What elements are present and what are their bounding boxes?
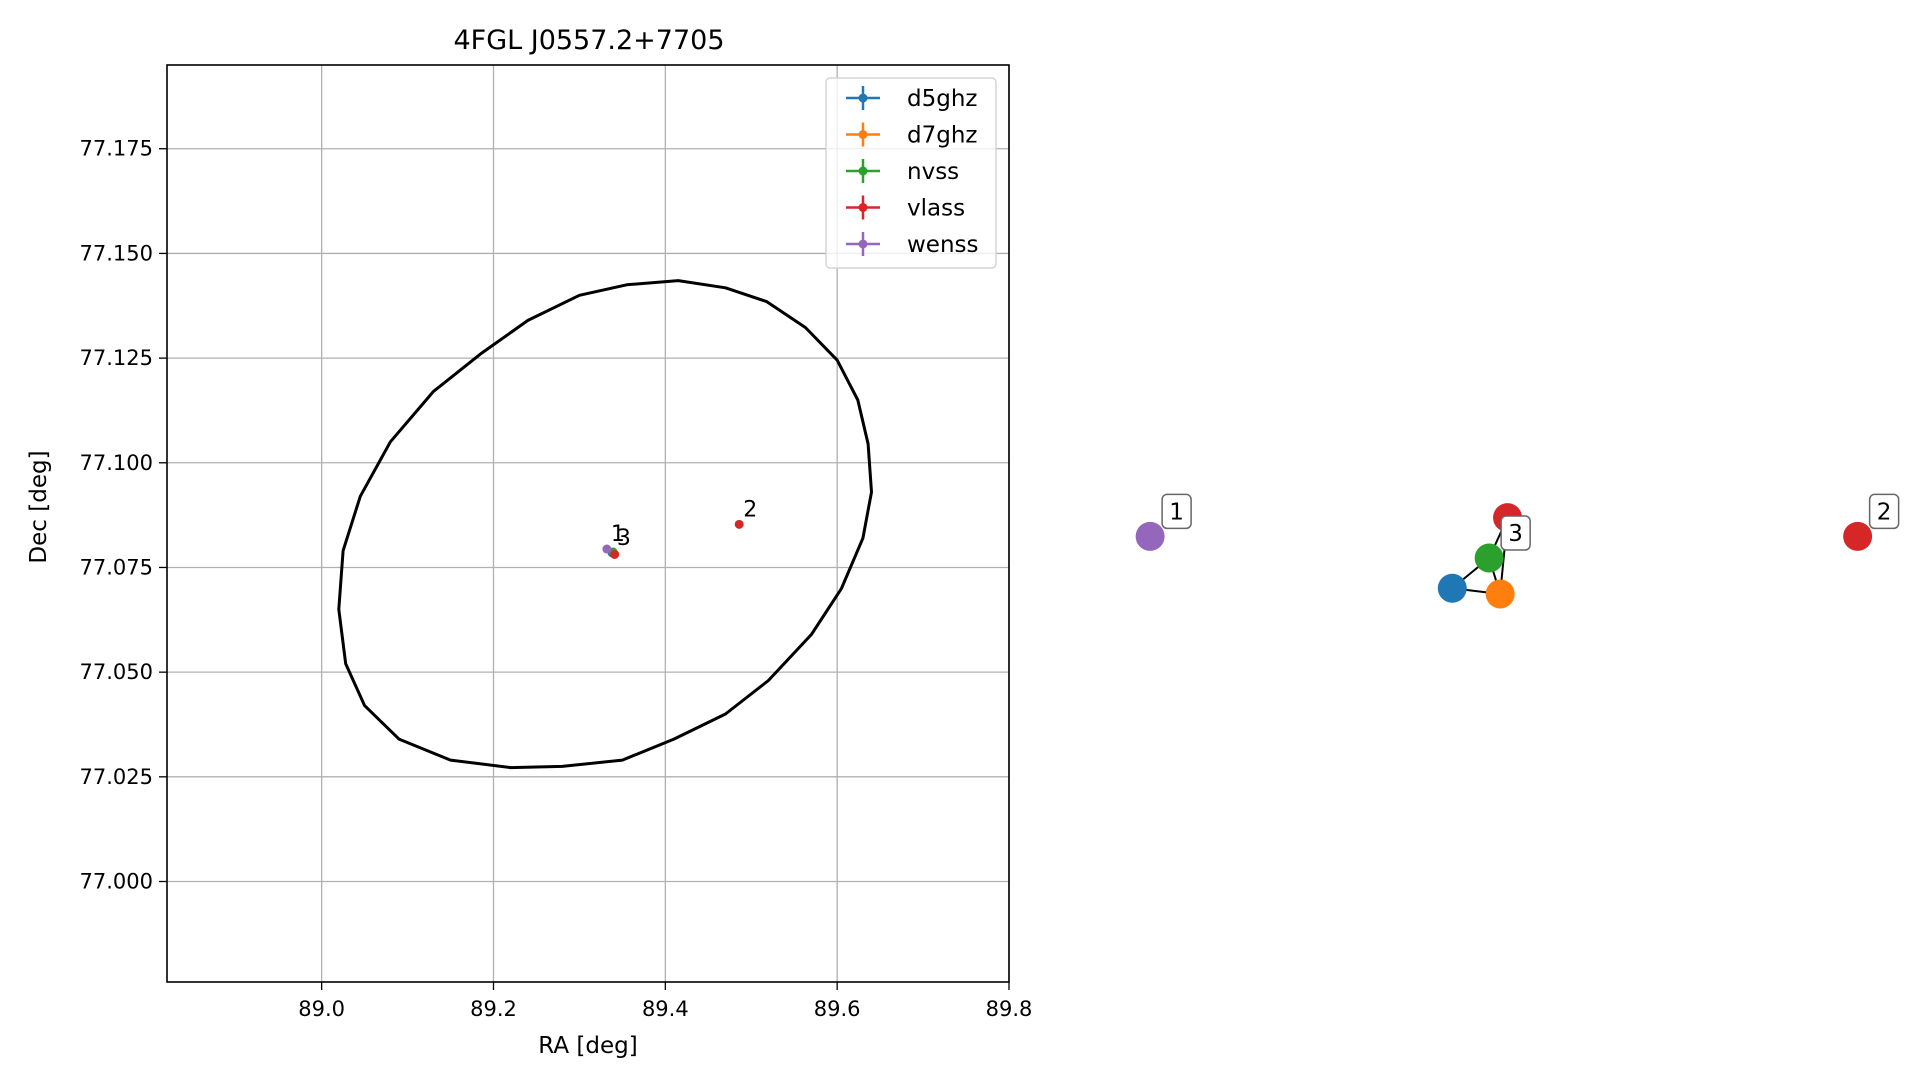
x-tick-label: 89.6	[814, 997, 861, 1021]
legend-marker-dot	[858, 203, 868, 212]
x-ticks: 89.0 89.2 89.4 89.6 89.8	[298, 982, 1032, 1021]
y-tick-label: 77.050	[80, 660, 153, 684]
node-label-box	[1868, 493, 1900, 530]
network-diagram: 1 3 2	[1135, 493, 1900, 609]
node-label: 1	[1169, 499, 1184, 525]
node-nvss: 3	[1474, 515, 1531, 573]
legend-marker-dot	[858, 130, 868, 139]
x-tick-label: 89.2	[470, 997, 517, 1021]
y-tick-label: 77.025	[80, 765, 153, 789]
legend-item-nvss: nvss	[846, 159, 959, 185]
node-d7ghz	[1485, 579, 1515, 609]
legend-marker-dot	[858, 93, 868, 103]
legend-item-d7ghz: d7ghz	[846, 122, 977, 149]
y-ticks: 77.000 77.025 77.050 77.075 77.100 77.125 77.1…	[80, 137, 167, 894]
node-marker	[1135, 521, 1165, 551]
node-label: 3	[1508, 521, 1523, 547]
node-marker	[1437, 573, 1467, 603]
legend-item-vlass: vlass	[846, 195, 965, 222]
ellipse-layer	[337, 279, 873, 770]
y-tick-label: 77.000	[80, 870, 153, 894]
legend: d5ghz d7ghz nvss vlass wenss	[825, 77, 997, 269]
legend-label: d7ghz	[907, 123, 977, 149]
y-tick-label: 77.125	[80, 346, 153, 370]
legend-item-wenss: wenss	[846, 232, 979, 258]
node-marker	[1485, 579, 1515, 609]
node-label-box	[1161, 493, 1192, 530]
point-vlass	[610, 549, 620, 559]
x-tick-label: 89.8	[986, 997, 1033, 1021]
legend-label: nvss	[907, 159, 959, 185]
node-d5ghz	[1437, 573, 1467, 603]
point-wenss	[602, 544, 612, 554]
node-label: 2	[1877, 499, 1892, 525]
legend-marker-dot	[858, 239, 868, 249]
annotation-layer: 13 2	[611, 497, 757, 550]
annotation-label: 1	[611, 522, 625, 547]
legend-marker-dot	[858, 166, 868, 176]
y-tick-label: 77.075	[80, 555, 153, 579]
node-marker	[1474, 543, 1504, 573]
node-wenss: 1	[1135, 493, 1192, 551]
legend-label: wenss	[907, 232, 979, 258]
legend-item-d5ghz: d5ghz	[846, 86, 977, 112]
node-vlass_b: 2	[1843, 493, 1900, 551]
node-label-box	[1500, 515, 1531, 551]
error-ellipse	[337, 279, 873, 770]
point-vlass	[734, 519, 744, 529]
y-axis-label: Dec [deg]	[26, 450, 52, 563]
x-tick-label: 89.0	[298, 997, 345, 1021]
y-tick-label: 77.175	[80, 137, 153, 161]
x-axis-label: RA [deg]	[538, 1033, 637, 1059]
legend-label: vlass	[907, 196, 965, 222]
annotation-label: 2	[743, 497, 757, 522]
legend-items: d5ghz d7ghz nvss vlass wenss	[846, 86, 979, 258]
axes-frame	[166, 64, 1010, 983]
chart-title: 4FGL J0557.2+7705	[453, 25, 724, 56]
node-layer: 1 3 2	[1135, 493, 1900, 609]
legend-frame	[825, 77, 997, 269]
y-tick-label: 77.150	[80, 241, 153, 265]
legend-label: d5ghz	[907, 86, 977, 112]
annotation-label: 3	[617, 526, 631, 551]
node-marker	[1843, 521, 1873, 551]
points-layer	[602, 519, 744, 559]
x-tick-label: 89.4	[642, 997, 689, 1021]
scatter-plot: 4FGL J0557.2+7705 132 89.0 89.2 89.4 89.6 89…	[26, 25, 1032, 1059]
y-tick-label: 77.100	[80, 451, 153, 475]
